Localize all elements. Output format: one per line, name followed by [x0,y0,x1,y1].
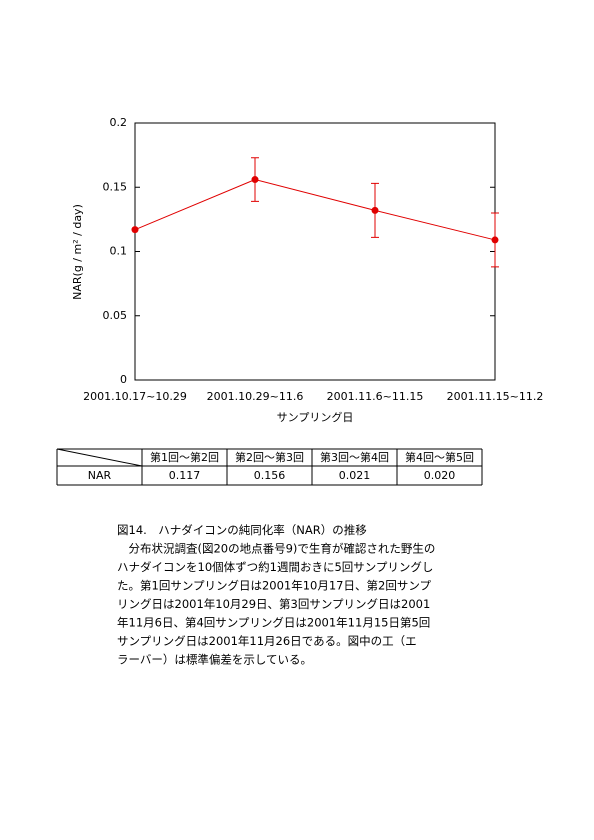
y-axis-label: NAR(g / m² / day) [71,204,84,300]
y-tick-label: 0.1 [110,245,128,258]
table-header: 第3回～第4回 [320,450,389,464]
data-point [371,206,379,214]
x-tick-label: 2001.10.29~11.6 [207,390,304,403]
x-axis-label: サンプリング日 [277,410,354,424]
caption-line: 年11月6日、第4回サンプリング日は2001年11月15日第5回 [117,616,430,630]
y-tick-label: 0 [120,373,127,386]
caption-line: 図14. ハナダイコンの純同化率（NAR）の推移 [117,523,367,537]
table-header: 第4回～第5回 [405,450,474,464]
y-tick-label: 0.2 [110,116,128,129]
table-cell: 0.020 [424,469,456,482]
table-cell: 0.021 [339,469,371,482]
x-tick-label: 2001.11.6~11.15 [327,390,424,403]
caption-line: ラーバー）は標準偏差を示している。 [117,653,312,667]
caption-line: サンプリング日は2001年11月26日である。図中の工（エ [117,634,417,648]
data-point [131,226,139,234]
table-row-label: NAR [88,469,112,482]
table-diagonal [56,448,143,467]
table-header: 第2回～第3回 [235,450,304,464]
y-tick-label: 0.05 [103,309,128,322]
data-point [491,236,499,244]
caption-line: 分布状況調査(図20の地点番号9)で生育が確認された野生の [117,542,435,556]
x-tick-label: 2001.11.15~11.2 [447,390,544,403]
table-cell: 0.117 [169,469,201,482]
data-line [134,179,496,241]
x-tick-label: 2001.10.17~10.29 [83,390,187,403]
caption-line: リング日は2001年10月29日、第3回サンプリング日は2001 [117,597,430,611]
caption-line: ハナダイコンを10個体ずつ約1週間おきに5回サンプリングし [117,560,433,574]
table-cell: 0.156 [254,469,286,482]
data-point [251,176,259,184]
plot-frame [134,122,496,381]
table-header: 第1回～第2回 [150,450,219,464]
y-tick-label: 0.15 [103,180,128,193]
caption-line: た。第1回サンプリング日は2001年10月17日、第2回サンプ [117,579,431,593]
